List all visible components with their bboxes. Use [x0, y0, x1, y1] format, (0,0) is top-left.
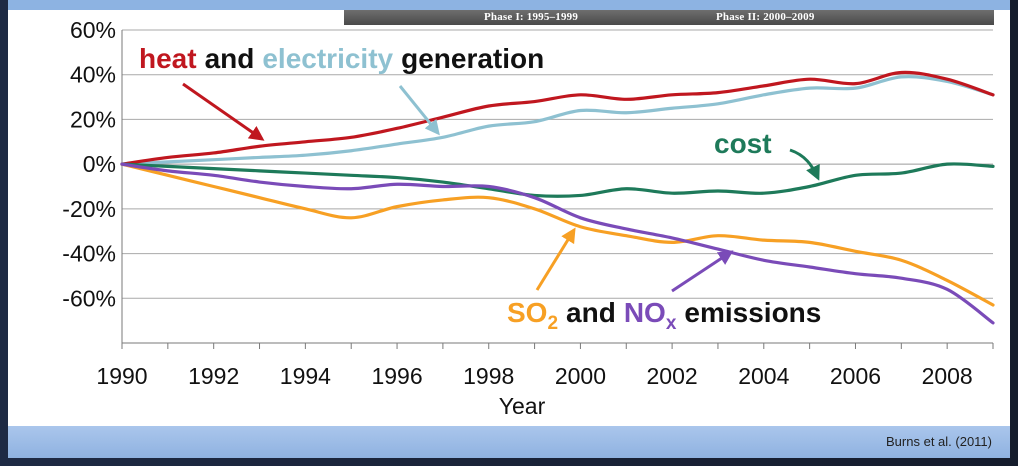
annotation-and-2: and [566, 297, 616, 328]
x-tick-label: 2000 [555, 363, 606, 389]
arrow-cost [789, 148, 820, 181]
annotation-so2: SO [507, 297, 547, 328]
annotation-emissions-word: emissions [684, 297, 821, 328]
x-tick-label: 1996 [371, 363, 422, 389]
citation: Burns et al. (2011) [886, 434, 992, 449]
annotation-so2-subscript: 2 [547, 313, 558, 334]
annotation-nox-subscript: x [666, 313, 677, 334]
annotation-cost: cost [714, 128, 772, 159]
x-axis-label: Year [499, 393, 546, 419]
annotation-and-1: and [205, 43, 255, 74]
y-tick-label: 20% [70, 106, 116, 132]
x-tick-label: 1994 [280, 363, 331, 389]
x-tick-label: 2002 [647, 363, 698, 389]
x-tick-label: 2008 [922, 363, 973, 389]
x-tick-label: 1992 [188, 363, 239, 389]
arrow-electricity [398, 85, 440, 136]
series-line-heat [120, 70, 995, 166]
arrow-nox [671, 250, 734, 293]
series-line-nox [120, 162, 995, 325]
y-tick-label: -60% [62, 285, 116, 311]
x-tick-label: 1998 [463, 363, 514, 389]
series-line-electricity [120, 75, 995, 166]
x-tick-label: 2006 [830, 363, 881, 389]
series-line-so2 [120, 162, 995, 307]
y-tick-label: 40% [70, 62, 116, 88]
annotation-nox: NO [624, 297, 666, 328]
annotation-electricity: electricity [262, 43, 393, 74]
phase-bar: Phase I: 1995–1999 Phase II: 2000–2009 [344, 10, 994, 25]
arrow-heat [182, 82, 265, 141]
y-tick-label: -20% [62, 196, 116, 222]
top-strip [8, 0, 1010, 10]
phase-1-label: Phase I: 1995–1999 [484, 11, 579, 23]
y-tick-label: -40% [62, 241, 116, 267]
annotation-heat-generation: heat and electricity generation [139, 43, 544, 74]
annotation-heat: heat [139, 43, 197, 74]
x-tick-label: 2004 [738, 363, 789, 389]
y-tick-label: 60% [70, 17, 116, 43]
annotation-generation: generation [401, 43, 544, 74]
x-tick-label: 1990 [96, 363, 147, 389]
arrow-so2 [535, 227, 576, 291]
y-tick-label: 0% [83, 151, 116, 177]
annotation-emissions: SO2 and NOx emissions [507, 297, 821, 334]
footer-bar: Burns et al. (2011) [8, 426, 1010, 458]
phase-2-label: Phase II: 2000–2009 [716, 11, 815, 23]
series-line-cost [120, 162, 995, 198]
chart-panel [8, 10, 1010, 426]
